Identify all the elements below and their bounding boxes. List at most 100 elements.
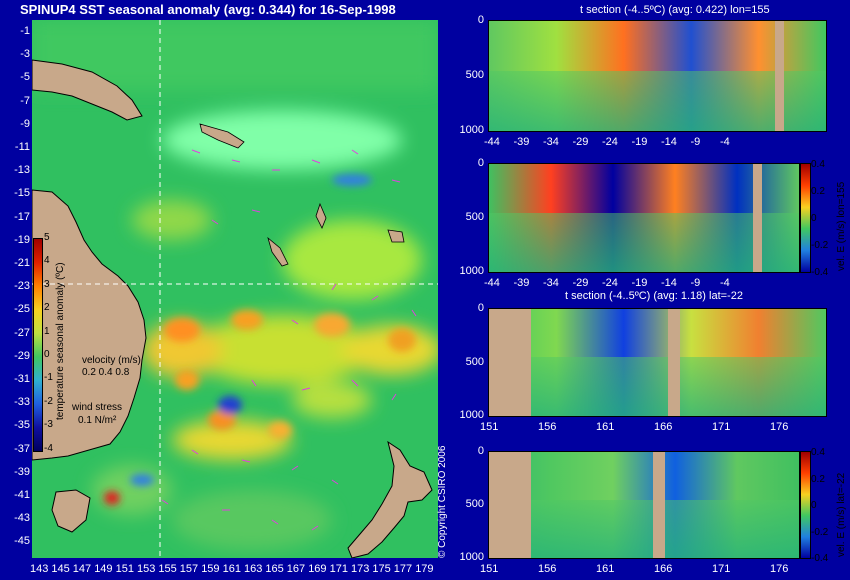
velocity-scale: 0.2 0.4 0.8	[82, 367, 130, 378]
map-lat-tick: -5	[20, 71, 30, 84]
map-lat-tick: -11	[14, 141, 30, 153]
map-lon-tick: 165	[265, 563, 284, 575]
section-colorbar-tick: 0.2	[811, 186, 825, 197]
land-strip	[775, 21, 784, 131]
map-lat-tick: -29	[14, 349, 30, 362]
section-panel-0[interactable]	[488, 20, 827, 132]
section-colorbar-label: vel. E (m/s) lat=-22	[836, 472, 847, 557]
australia	[32, 189, 147, 461]
map-lon-tick: 151	[115, 563, 134, 575]
map-lon-tick: 173	[351, 563, 370, 575]
section-x-tick: 176	[770, 421, 789, 433]
map-colorbar-tick: 4	[44, 255, 50, 267]
deep-band	[489, 212, 799, 272]
section-y-tick: 0	[477, 302, 484, 314]
map-lon-tick: 167	[286, 563, 306, 575]
section-x-tick: -34	[543, 136, 559, 148]
section-x-tick: -34	[543, 277, 559, 289]
map-lat-tick: -33	[14, 396, 30, 409]
section-x-tick: 166	[654, 563, 673, 575]
map-colorbar-tick: -1	[44, 372, 53, 384]
section-x-tick: 161	[596, 421, 615, 433]
section-x-tick: -24	[602, 136, 618, 148]
map-colorbar-tick: 2	[44, 302, 50, 314]
section-x-tick: -39	[513, 277, 530, 289]
map-colorbar-tick: 3	[44, 278, 50, 290]
map-colorbar-tick: 5	[44, 232, 50, 243]
map-lon-tick: 157	[179, 563, 199, 575]
land-coast	[489, 452, 531, 558]
section-colorbar	[800, 163, 811, 273]
section-colorbar-tick: -0.4	[811, 553, 829, 564]
section-x-tick: -39	[513, 136, 530, 148]
map-lat-tick: -13	[14, 164, 30, 177]
section-x-tick: -24	[602, 277, 618, 289]
copyright: © Copyright CSIRO 2006	[437, 445, 448, 558]
section-x-tick: 171	[712, 563, 731, 575]
section-panel-1[interactable]	[488, 163, 800, 273]
section-x-tick: -14	[661, 136, 677, 148]
section-colorbar-label: vel. E (m/s) lon=155	[836, 181, 847, 271]
map-lat-tick: -21	[14, 257, 30, 269]
land-strip	[653, 452, 665, 558]
section-y-tick: 500	[465, 498, 484, 510]
section-x-tick: -19	[631, 136, 648, 148]
map-lat-tick: -41	[14, 489, 30, 501]
section-x-tick: -9	[690, 277, 701, 289]
map-lat-tick: -37	[14, 442, 30, 455]
section-y-tick: 1000	[459, 551, 484, 563]
section-x-tick: -4	[720, 136, 730, 148]
section-x-tick: -14	[661, 277, 677, 289]
section-x-tick: 171	[712, 421, 731, 433]
section-x-tick: 151	[480, 421, 499, 433]
section-colorbar-tick: 0.4	[811, 447, 825, 458]
section-y-tick: 1000	[459, 124, 484, 136]
section-x-tick: -9	[690, 136, 701, 148]
map-lon-tick: 171	[329, 563, 348, 575]
map-lon-tick: 159	[201, 563, 220, 575]
map-lat-tick: -1	[20, 25, 30, 37]
section-panel-2[interactable]	[488, 308, 827, 417]
map-title: SPINUP4 SST seasonal anomaly (avg: 0.344…	[20, 2, 396, 17]
sst-map[interactable]	[32, 20, 438, 558]
map-lat-tick: -15	[14, 187, 30, 200]
section-x-tick: 156	[538, 421, 557, 433]
section-colorbar-tick: 0.4	[811, 159, 825, 170]
map-lat-tick: -31	[14, 373, 30, 385]
deep-band	[489, 499, 799, 558]
section-x-tick: 156	[538, 563, 557, 575]
section-y-tick: 1000	[459, 265, 484, 277]
section-panel-3[interactable]	[488, 451, 800, 559]
section-colorbar-tick: 0.2	[811, 473, 825, 485]
new-zealand	[347, 440, 433, 558]
map-lon-tick: 179	[415, 563, 434, 575]
map-lat-tick: -3	[20, 48, 30, 61]
map-lat-tick: -19	[14, 233, 30, 246]
map-colorbar	[33, 238, 43, 452]
section-colorbar-tick: -0.4	[811, 267, 829, 278]
map-lat-tick: -23	[14, 280, 30, 293]
map-lon-tick: 175	[372, 563, 391, 575]
section-y-tick: 0	[477, 157, 484, 169]
velocity-arrows	[161, 149, 417, 531]
section-x-tick: -19	[631, 277, 648, 289]
tasmania	[51, 489, 91, 533]
section-x-tick: -44	[484, 136, 500, 148]
section-y-tick: 500	[465, 211, 484, 223]
map-lon-tick: 155	[158, 563, 177, 575]
section-y-tick: 500	[465, 355, 484, 368]
section-y-tick: 0	[477, 445, 484, 457]
map-lon-tick: 147	[72, 563, 92, 575]
velocity-label: velocity (m/s)	[82, 355, 141, 366]
panel-0-title: t section (-4..5ºC) (avg: 0.422) lon=155	[580, 4, 770, 16]
panel-2-title: t section (-4..5ºC) (avg: 1.18) lat=-22	[565, 290, 743, 302]
map-colorbar-tick: -4	[44, 442, 53, 454]
vanuatu	[315, 202, 327, 229]
section-y-tick: 1000	[459, 409, 484, 421]
map-lon-tick: 153	[137, 563, 156, 575]
map-lon-tick: 149	[94, 563, 113, 575]
deep-band	[489, 70, 826, 131]
map-lon-tick: 161	[222, 563, 241, 575]
map-colorbar-tick: 1	[44, 325, 50, 337]
fiji	[387, 229, 405, 243]
